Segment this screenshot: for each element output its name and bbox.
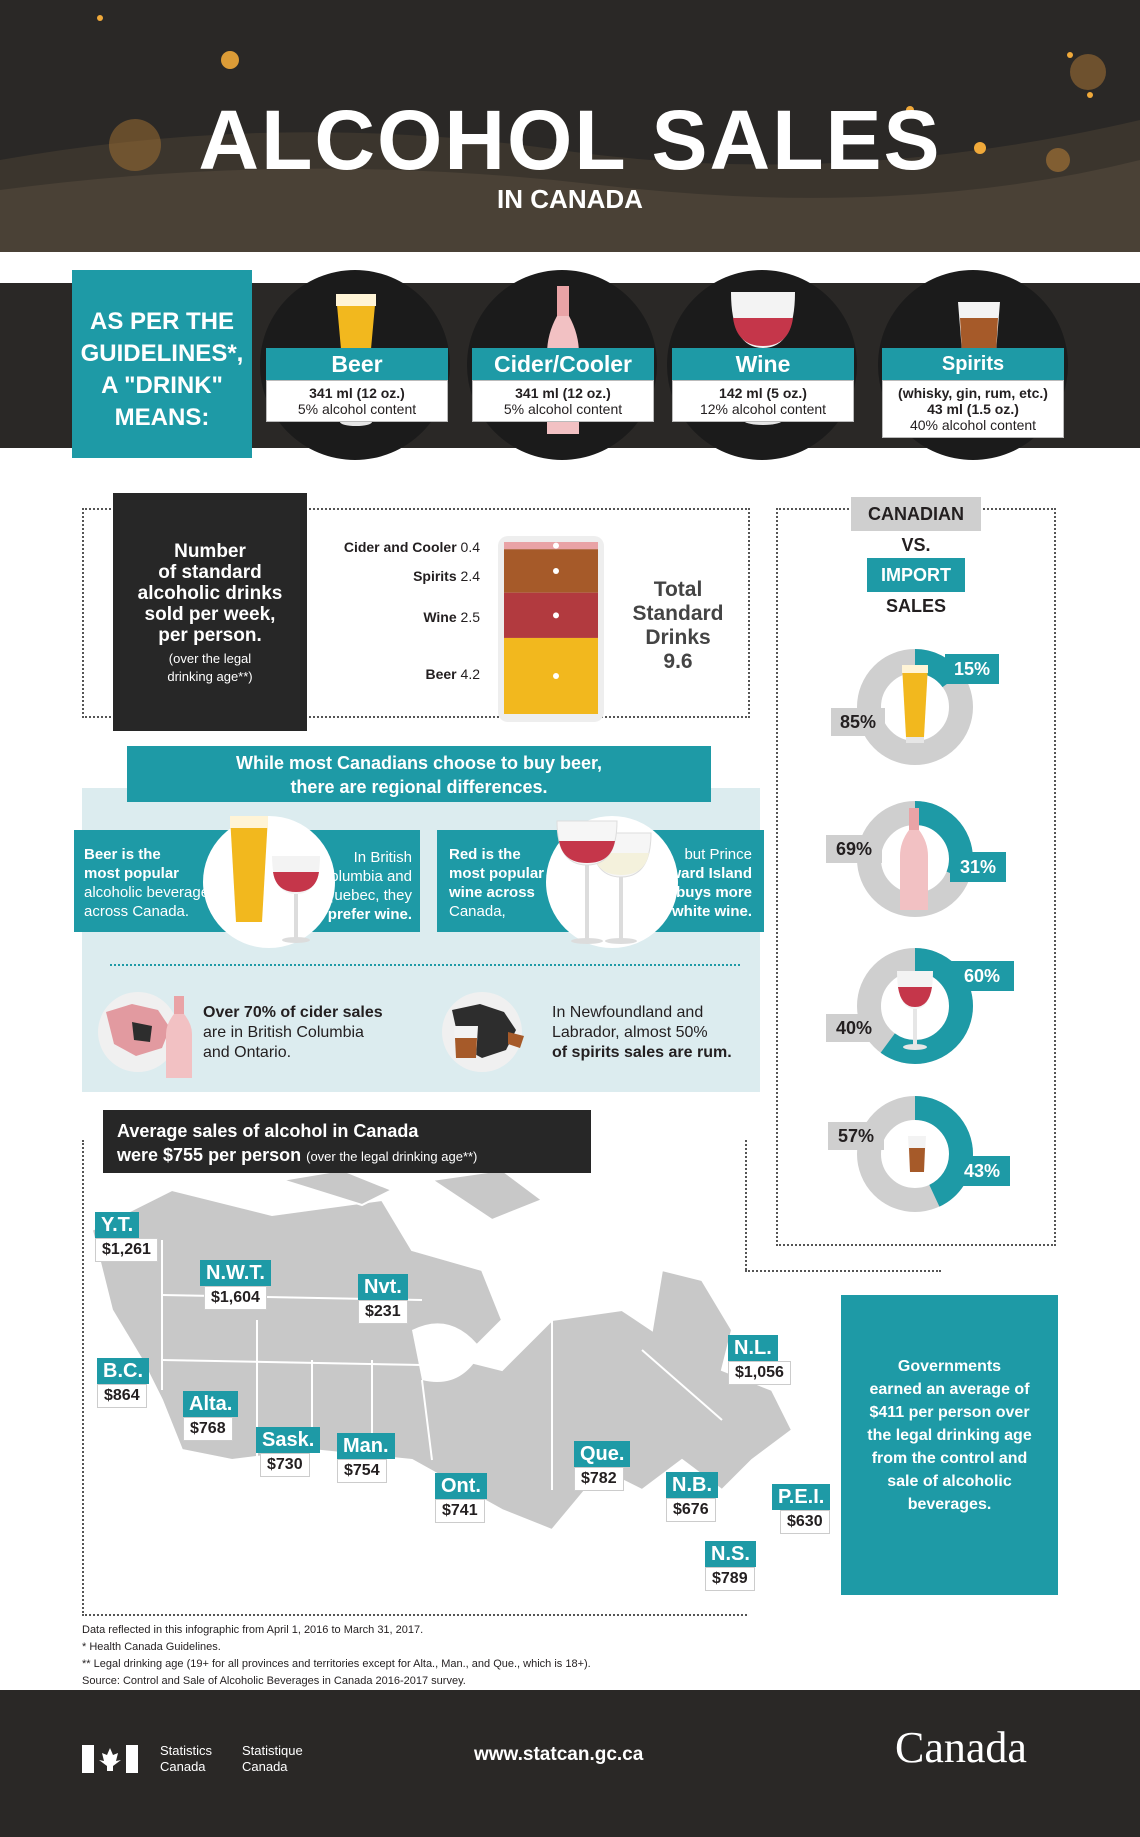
wine-import-percent: 60% bbox=[950, 961, 1014, 991]
province-pei: P.E.I. $630 bbox=[772, 1484, 831, 1534]
province-alta: Alta. $768 bbox=[183, 1391, 239, 1441]
stack-segment-spirits bbox=[504, 549, 598, 593]
beer-import-donut bbox=[857, 649, 973, 765]
stack-marker bbox=[553, 567, 559, 574]
header-background-graphic bbox=[0, 15, 1140, 252]
beer-drink-info: 341 ml (12 oz.) 5% alcohol content bbox=[266, 380, 448, 422]
regional-differences-banner: While most Canadians choose to buy beer,… bbox=[127, 746, 711, 802]
spirits-drink-info: (whisky, gin, rum, etc.) 43 ml (1.5 oz.)… bbox=[882, 380, 1064, 438]
import-share-arc bbox=[857, 649, 973, 765]
stack-segment-wine bbox=[504, 592, 598, 638]
footer bbox=[0, 1690, 1140, 1837]
canadian-title: CANADIAN bbox=[851, 497, 981, 531]
statistics-canada-label: Statistics Canada bbox=[160, 1743, 213, 1774]
province-sask: Sask. $730 bbox=[256, 1427, 321, 1477]
rum-map-globe-icon bbox=[442, 992, 524, 1072]
cider-sales-fact: Over 70% of cider sales are in British C… bbox=[203, 1004, 383, 1061]
cider-canadian-percent: 69% bbox=[826, 835, 882, 863]
stack-marker bbox=[553, 542, 559, 549]
footnotes: Data reflected in this infographic from … bbox=[82, 1624, 591, 1687]
beer-import-percent: 15% bbox=[945, 654, 999, 684]
beer-most-popular-text: Beer is the most popular alcoholic bever… bbox=[84, 846, 210, 920]
vs-label: VS. bbox=[901, 535, 931, 555]
beer-canadian-percent: 85% bbox=[831, 708, 885, 736]
province-nvt: Nvt. $231 bbox=[358, 1274, 408, 1324]
statcan-website-link[interactable]: www.statcan.gc.ca bbox=[474, 1744, 644, 1765]
cider-segment-label: Cider and Cooler 0.4 bbox=[343, 539, 480, 555]
shot-glass-icon bbox=[958, 302, 1000, 352]
wine-canadian-percent: 40% bbox=[826, 1014, 882, 1042]
red-wine-popular-text: Red is the most popular wine across Cana… bbox=[449, 846, 545, 920]
page-title: ALCOHOL SALES bbox=[198, 93, 942, 187]
map-frame bbox=[82, 1140, 747, 1616]
province-bc: B.C. $864 bbox=[97, 1358, 149, 1408]
spirits-segment-label: Spirits 2.4 bbox=[413, 568, 480, 584]
red-and-white-wine-glasses-icon bbox=[556, 820, 652, 944]
cider-bottle-icon bbox=[900, 808, 928, 910]
map-frame-connector bbox=[745, 1270, 941, 1272]
import-share-arc bbox=[857, 1096, 973, 1212]
cider-map-globe-icon bbox=[98, 992, 192, 1078]
total-standard-drinks: Total Standard Drinks 9.6 bbox=[632, 578, 724, 673]
import-title: IMPORT bbox=[867, 558, 965, 592]
stack-marker bbox=[553, 612, 559, 619]
province-ns: N.S. $789 bbox=[705, 1541, 756, 1591]
shot-glass-icon bbox=[908, 1136, 926, 1172]
beer-and-wine-glasses-icon bbox=[230, 816, 320, 943]
stack-segment-beer bbox=[504, 637, 598, 714]
stack-marker bbox=[553, 672, 559, 679]
wine-import-donut bbox=[857, 948, 973, 1064]
weekly-drinks-label: Number of standard alcoholic drinks sold… bbox=[113, 493, 307, 731]
pei-white-wine-text: but Prince Edward Island buys more white… bbox=[650, 846, 752, 920]
beer-drink-name: Beer bbox=[266, 348, 448, 380]
cider-drink-name: Cider/Cooler bbox=[472, 348, 654, 380]
spirits-import-percent: 43% bbox=[954, 1156, 1010, 1186]
drink-guideline-label: AS PER THE GUIDELINES*, A "DRINK" MEANS: bbox=[72, 270, 252, 458]
cider-drink-info: 341 ml (12 oz.) 5% alcohol content bbox=[472, 380, 654, 422]
beer-segment-label: Beer 4.2 bbox=[425, 666, 481, 682]
sales-label: SALES bbox=[885, 596, 946, 616]
statistique-canada-label: Statistique Canada bbox=[242, 1743, 303, 1774]
average-sales-banner: Average sales of alcohol in Canada were … bbox=[103, 1110, 591, 1173]
province-que: Que. $782 bbox=[574, 1441, 631, 1491]
province-nwt: N.W.T. $1,604 bbox=[200, 1260, 271, 1310]
canada-flag-icon bbox=[82, 1745, 138, 1773]
province-man: Man. $754 bbox=[337, 1433, 395, 1483]
wine-segment-label: Wine 2.5 bbox=[423, 609, 480, 625]
import-share-arc bbox=[857, 948, 973, 1064]
weekly-drinks-frame bbox=[82, 508, 750, 718]
rum-sales-fact: In Newfoundland and Labrador, almost 50%… bbox=[552, 1004, 732, 1061]
canada-wordmark: Canada bbox=[895, 1723, 1027, 1772]
regional-divider bbox=[110, 964, 740, 966]
wine-glass-icon bbox=[897, 971, 933, 1050]
wine-drink-name: Wine bbox=[672, 348, 854, 380]
header-banner: ALCOHOL SALES IN CANADA bbox=[0, 0, 1140, 252]
province-ont: Ont. $741 bbox=[435, 1473, 487, 1523]
stack-segment-cider-and-cooler bbox=[504, 542, 598, 550]
page-subtitle: IN CANADA bbox=[497, 184, 643, 214]
spirits-drink-name: Spirits bbox=[882, 348, 1064, 380]
province-nb: N.B. $676 bbox=[666, 1472, 718, 1522]
wine-drink-info: 142 ml (5 oz.) 12% alcohol content bbox=[672, 380, 854, 422]
spirits-canadian-percent: 57% bbox=[828, 1122, 884, 1150]
map-frame-right bbox=[745, 1140, 747, 1270]
province-yt: Y.T. $1,261 bbox=[95, 1212, 158, 1262]
spirits-import-donut bbox=[857, 1096, 973, 1212]
weekly-drinks-stacked-glass bbox=[498, 536, 604, 722]
bc-quebec-wine-text: In British Columbia and Quebec, they pre… bbox=[319, 849, 412, 923]
beer-glass-icon bbox=[902, 665, 928, 743]
province-nl: N.L. $1,056 bbox=[728, 1335, 791, 1385]
government-earnings-box: Governments earned an average of $411 pe… bbox=[841, 1295, 1058, 1595]
cider-import-percent: 31% bbox=[950, 852, 1006, 882]
